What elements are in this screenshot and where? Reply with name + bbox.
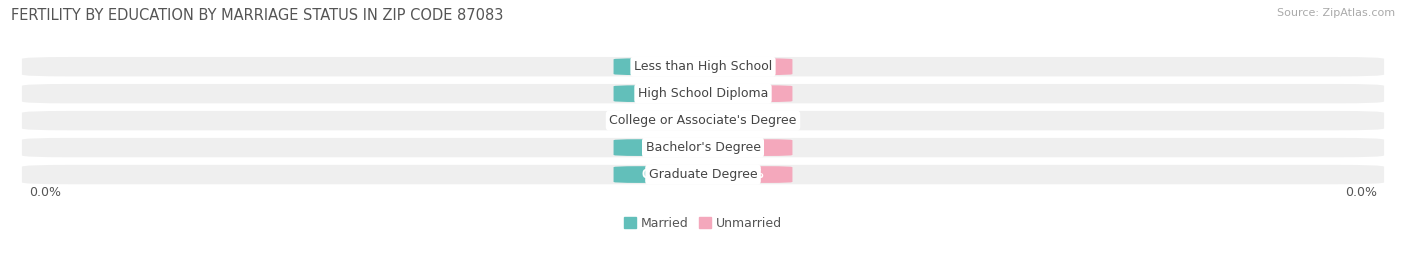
FancyBboxPatch shape bbox=[22, 138, 1384, 157]
Text: 0.0%: 0.0% bbox=[643, 114, 675, 127]
Text: 0.0%: 0.0% bbox=[731, 60, 763, 73]
FancyBboxPatch shape bbox=[613, 85, 703, 102]
Text: Bachelor's Degree: Bachelor's Degree bbox=[645, 141, 761, 154]
FancyBboxPatch shape bbox=[703, 139, 793, 156]
Text: 0.0%: 0.0% bbox=[731, 141, 763, 154]
FancyBboxPatch shape bbox=[703, 112, 793, 129]
FancyBboxPatch shape bbox=[613, 166, 703, 183]
FancyBboxPatch shape bbox=[22, 84, 1384, 103]
FancyBboxPatch shape bbox=[22, 57, 1384, 76]
Text: Source: ZipAtlas.com: Source: ZipAtlas.com bbox=[1277, 8, 1395, 18]
FancyBboxPatch shape bbox=[703, 85, 793, 102]
Text: 0.0%: 0.0% bbox=[643, 60, 675, 73]
Text: High School Diploma: High School Diploma bbox=[638, 87, 768, 100]
FancyBboxPatch shape bbox=[703, 58, 793, 75]
FancyBboxPatch shape bbox=[613, 112, 703, 129]
Text: Less than High School: Less than High School bbox=[634, 60, 772, 73]
Text: Graduate Degree: Graduate Degree bbox=[648, 168, 758, 181]
Legend: Married, Unmarried: Married, Unmarried bbox=[619, 212, 787, 235]
FancyBboxPatch shape bbox=[22, 111, 1384, 130]
Text: 0.0%: 0.0% bbox=[731, 168, 763, 181]
FancyBboxPatch shape bbox=[22, 165, 1384, 184]
FancyBboxPatch shape bbox=[613, 58, 703, 75]
Text: College or Associate's Degree: College or Associate's Degree bbox=[609, 114, 797, 127]
Text: 0.0%: 0.0% bbox=[643, 141, 675, 154]
Text: 0.0%: 0.0% bbox=[731, 87, 763, 100]
Text: 0.0%: 0.0% bbox=[731, 114, 763, 127]
FancyBboxPatch shape bbox=[613, 139, 703, 156]
Text: 0.0%: 0.0% bbox=[1346, 186, 1378, 199]
Text: 0.0%: 0.0% bbox=[28, 186, 60, 199]
FancyBboxPatch shape bbox=[703, 166, 793, 183]
Text: 0.0%: 0.0% bbox=[643, 87, 675, 100]
Text: 0.0%: 0.0% bbox=[643, 168, 675, 181]
Text: FERTILITY BY EDUCATION BY MARRIAGE STATUS IN ZIP CODE 87083: FERTILITY BY EDUCATION BY MARRIAGE STATU… bbox=[11, 8, 503, 23]
